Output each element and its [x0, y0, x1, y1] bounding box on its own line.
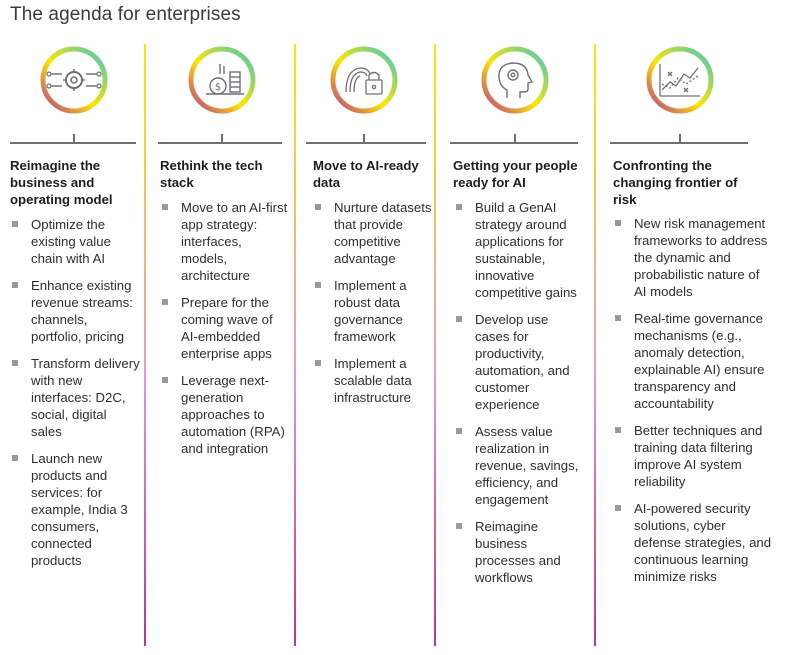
column-divider — [434, 44, 436, 646]
connector — [306, 142, 426, 144]
bullet-square-icon — [615, 315, 621, 321]
bullet-item: Leverage next-generation approaches to a… — [160, 372, 290, 457]
gear-circuit-icon — [34, 42, 114, 132]
trend-chart-icon — [640, 42, 720, 132]
bullet-square-icon — [12, 455, 18, 461]
bullet-text: Launch new products and services: for ex… — [31, 451, 128, 568]
bullet-text: AI-powered security solutions, cyber def… — [634, 501, 772, 584]
bullet-square-icon — [315, 360, 321, 366]
bullet-square-icon — [162, 299, 168, 305]
column-title: Confronting the changing frontier of ris… — [613, 158, 738, 207]
connector — [10, 142, 136, 144]
connector — [514, 134, 516, 142]
column-divider — [594, 44, 596, 646]
bullet-square-icon — [12, 221, 18, 227]
bullet-square-icon — [12, 360, 18, 366]
column-divider — [294, 44, 296, 646]
bullet-text: Real-time governance mechanisms (e.g., a… — [634, 311, 765, 411]
bullet-square-icon — [12, 282, 18, 288]
connector — [450, 142, 578, 144]
bullet-square-icon — [456, 523, 462, 529]
head-gear-icon — [475, 42, 555, 132]
connector — [73, 134, 75, 142]
page-title: The agenda for enterprises — [10, 4, 241, 25]
bullet-item: Assess value realization in revenue, sav… — [454, 423, 584, 508]
bullet-text: New risk management frameworks to addres… — [634, 216, 768, 299]
coins-dollar-icon: $ — [182, 42, 262, 132]
bullet-square-icon — [615, 427, 621, 433]
column-title: Getting your people ready for AI — [453, 158, 578, 190]
bullet-item: Implement a scalable data infrastructure — [313, 355, 433, 406]
bullet-item: Move to an AI-first app strategy: interf… — [160, 199, 290, 284]
connector — [363, 134, 365, 142]
svg-text:$: $ — [215, 82, 221, 93]
bullet-item: Implement a robust data governance frame… — [313, 277, 433, 345]
bullet-item: Prepare for the coming wave of AI-embedd… — [160, 294, 290, 362]
bullet-square-icon — [162, 204, 168, 210]
bullet-text: Assess value realization in revenue, sav… — [475, 424, 579, 507]
connector — [221, 134, 223, 142]
bullet-list: Build a GenAI strategy around applicatio… — [454, 199, 584, 596]
bullet-item: New risk management frameworks to addres… — [613, 215, 773, 300]
bullet-square-icon — [315, 204, 321, 210]
bullet-text: Optimize the existing value chain with A… — [31, 217, 111, 266]
bullet-square-icon — [456, 428, 462, 434]
bullet-list: New risk management frameworks to addres… — [613, 215, 773, 595]
bullet-item: Launch new products and services: for ex… — [10, 450, 140, 569]
bullet-item: Better techniques and training data filt… — [613, 422, 773, 490]
bullet-item: Nurture datasets that provide competitiv… — [313, 199, 433, 267]
bullet-item: Transform delivery with new interfaces: … — [10, 355, 140, 440]
bullet-item: Develop use cases for productivity, auto… — [454, 311, 584, 413]
connector — [610, 142, 748, 144]
bullet-item: Enhance existing revenue streams: channe… — [10, 277, 140, 345]
bullet-item: Optimize the existing value chain with A… — [10, 216, 140, 267]
bullet-text: Reimagine business processes and workflo… — [475, 519, 561, 585]
bullet-square-icon — [456, 204, 462, 210]
bullet-item: AI-powered security solutions, cyber def… — [613, 500, 773, 585]
column-divider — [144, 44, 146, 646]
bullet-text: Prepare for the coming wave of AI-embedd… — [181, 295, 273, 361]
bullet-text: Move to an AI-first app strategy: interf… — [181, 200, 288, 283]
bullet-text: Better techniques and training data filt… — [634, 423, 763, 489]
column-title: Reimagine the business and operating mod… — [10, 158, 113, 207]
bullet-text: Develop use cases for productivity, auto… — [475, 312, 570, 412]
bullet-item: Build a GenAI strategy around applicatio… — [454, 199, 584, 301]
column-title: Move to AI-ready data — [313, 158, 419, 190]
bullet-text: Leverage next-generation approaches to a… — [181, 373, 285, 456]
bullet-square-icon — [162, 377, 168, 383]
bullet-item: Reimagine business processes and workflo… — [454, 518, 584, 586]
bullet-item: Real-time governance mechanisms (e.g., a… — [613, 310, 773, 412]
bullet-square-icon — [615, 220, 621, 226]
bullet-text: Transform delivery with new interfaces: … — [31, 356, 140, 439]
column-title: Rethink the tech stack — [160, 158, 263, 190]
fingerprint-lock-icon — [324, 42, 404, 132]
bullet-text: Implement a scalable data infrastructure — [334, 356, 412, 405]
bullet-text: Enhance existing revenue streams: channe… — [31, 278, 133, 344]
bullet-list: Move to an AI-first app strategy: interf… — [160, 199, 290, 467]
bullet-list: Optimize the existing value chain with A… — [10, 216, 140, 579]
bullet-list: Nurture datasets that provide competitiv… — [313, 199, 433, 416]
bullet-square-icon — [315, 282, 321, 288]
bullet-square-icon — [456, 316, 462, 322]
bullet-text: Nurture datasets that provide competitiv… — [334, 200, 432, 266]
bullet-text: Build a GenAI strategy around applicatio… — [475, 200, 577, 300]
bullet-text: Implement a robust data governance frame… — [334, 278, 407, 344]
connector — [679, 134, 681, 142]
bullet-square-icon — [615, 505, 621, 511]
connector — [158, 142, 282, 144]
